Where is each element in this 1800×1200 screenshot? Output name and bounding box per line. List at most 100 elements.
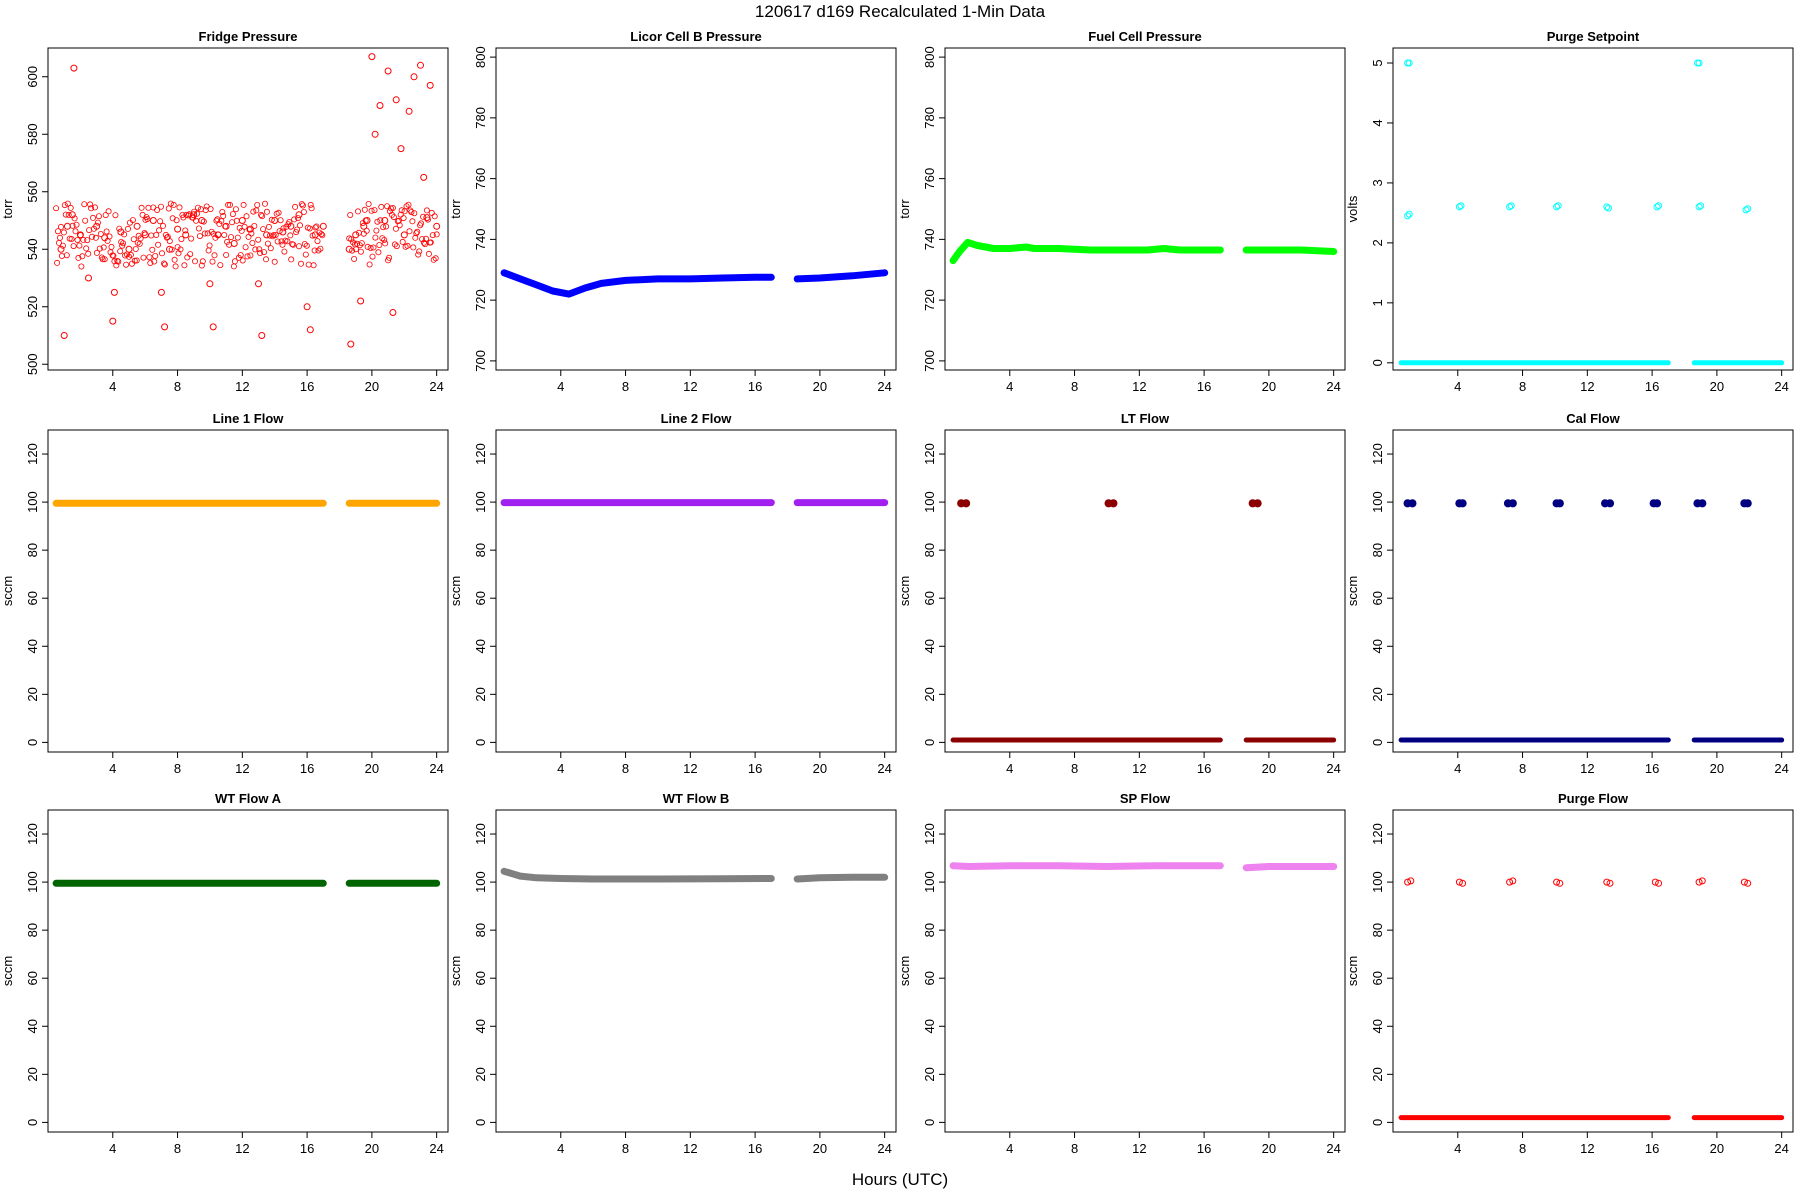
data-point xyxy=(94,219,101,226)
data-point xyxy=(1698,499,1707,508)
data-point xyxy=(386,254,393,261)
plot-frame xyxy=(47,809,449,1133)
y-tick-label: 780 xyxy=(473,107,488,129)
data-point xyxy=(368,53,376,61)
data-point xyxy=(177,246,184,253)
data-point xyxy=(207,205,214,212)
data-point xyxy=(403,203,410,210)
y-tick-label: 80 xyxy=(25,923,40,937)
x-tick-label: 8 xyxy=(622,379,629,394)
data-point xyxy=(230,263,237,270)
data-point xyxy=(255,236,262,243)
data-point xyxy=(361,206,368,213)
data-point xyxy=(253,207,260,214)
y-tick-label: 100 xyxy=(1370,871,1385,893)
data-point xyxy=(147,259,154,266)
data-point xyxy=(148,232,155,239)
data-point xyxy=(249,239,256,246)
data-point xyxy=(149,217,157,224)
data-point xyxy=(418,220,425,227)
panel-title: Cal Flow xyxy=(1566,411,1620,426)
data-point xyxy=(384,67,392,75)
data-point xyxy=(371,207,378,214)
y-tick-label: 80 xyxy=(922,923,937,937)
x-tick-label: 8 xyxy=(174,761,181,776)
plot-frame xyxy=(944,809,1346,1133)
data-point xyxy=(377,217,384,224)
data-point xyxy=(154,206,161,213)
data-point xyxy=(345,245,353,253)
data-point xyxy=(296,222,303,229)
plot-frame xyxy=(1392,47,1794,371)
data-point xyxy=(127,251,134,258)
data-point xyxy=(1744,879,1752,887)
x-tick-label: 24 xyxy=(877,761,891,776)
data-point xyxy=(158,250,165,257)
data-point xyxy=(303,242,310,249)
x-tick-label: 4 xyxy=(1006,379,1013,394)
y-axis-label: sccm xyxy=(448,576,463,606)
data-point xyxy=(1655,879,1663,887)
data-point xyxy=(1744,205,1752,213)
data-layer xyxy=(1398,877,1785,1121)
y-tick-label: 0 xyxy=(922,1119,937,1126)
data-point xyxy=(1109,499,1118,508)
y-tick-label: 520 xyxy=(25,296,40,318)
data-point xyxy=(1405,210,1413,218)
data-point xyxy=(382,240,389,247)
x-tick-label: 4 xyxy=(1454,761,1461,776)
panel-title: Line 1 Flow xyxy=(213,411,285,426)
y-tick-label: 80 xyxy=(1370,923,1385,937)
x-tick-label: 8 xyxy=(1519,379,1526,394)
data-point xyxy=(222,222,230,230)
data-point xyxy=(261,200,268,207)
x-tick-label: 4 xyxy=(557,1141,564,1156)
data-point xyxy=(300,208,307,215)
x-tick-label: 12 xyxy=(1580,761,1594,776)
data-point xyxy=(405,107,413,115)
data-point xyxy=(1553,203,1561,211)
data-point xyxy=(397,211,404,218)
data-point xyxy=(358,240,365,247)
data-point xyxy=(209,323,217,331)
data-point xyxy=(171,256,178,263)
data-point xyxy=(260,249,267,256)
panel-title: Line 2 Flow xyxy=(661,411,733,426)
data-point xyxy=(209,258,216,265)
data-point xyxy=(1606,879,1614,887)
x-tick-label: 16 xyxy=(1645,761,1659,776)
y-tick-label: 0 xyxy=(922,739,937,746)
data-point xyxy=(184,254,191,261)
data-point xyxy=(233,217,240,224)
x-tick-label: 16 xyxy=(1645,1141,1659,1156)
data-point xyxy=(1407,877,1415,885)
data-point xyxy=(411,210,418,217)
data-point xyxy=(279,228,287,236)
y-tick-label: 760 xyxy=(473,168,488,190)
data-point xyxy=(67,204,74,211)
data-point xyxy=(1508,499,1517,508)
data-point xyxy=(401,208,408,215)
y-tick-label: 60 xyxy=(922,971,937,985)
data-point xyxy=(78,263,85,270)
data-point xyxy=(1652,499,1662,508)
y-axis-label: sccm xyxy=(1345,576,1360,606)
data-point xyxy=(136,240,143,247)
data-point xyxy=(237,252,244,259)
panel-0: Fridge Pressure torr 4 8 12 16 20 24 500 520 540 56… xyxy=(0,29,449,394)
data-point xyxy=(271,258,278,265)
y-axis-label: sccm xyxy=(897,576,912,606)
data-point xyxy=(263,231,271,239)
data-point xyxy=(133,257,140,264)
data-point xyxy=(356,242,363,249)
data-point xyxy=(191,258,198,265)
x-tick-label: 24 xyxy=(1326,761,1340,776)
data-point xyxy=(292,203,299,210)
plot-frame xyxy=(944,47,1346,371)
data-point xyxy=(166,245,173,253)
data-point xyxy=(276,228,283,235)
x-tick-label: 20 xyxy=(365,379,379,394)
data-point xyxy=(145,204,152,211)
data-point xyxy=(400,231,408,239)
